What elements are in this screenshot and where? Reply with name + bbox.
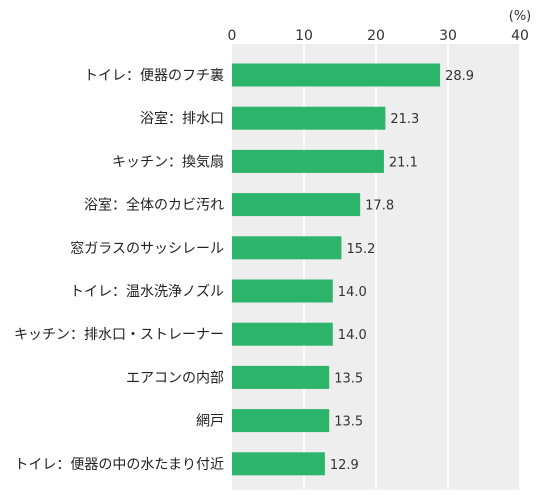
bar	[232, 452, 325, 476]
bar	[232, 236, 342, 260]
labels: 0 10 20 30 40 (%) トイレ：便器のフチ裏 28.9 浴室：排水口 21.3 キッチン…	[14, 9, 531, 473]
x-tick-label: 10	[295, 28, 313, 44]
bar	[232, 365, 330, 389]
category-label: 網戸	[196, 414, 224, 430]
value-label: 21.1	[389, 155, 418, 170]
category-label: エアコンの内部	[126, 370, 224, 386]
value-label: 14.0	[338, 285, 367, 300]
bar	[232, 193, 361, 217]
category-label: トイレ：温水洗浄ノズル	[70, 284, 224, 300]
x-tick-label: 20	[367, 28, 385, 44]
category-label: キッチン：換気扇	[112, 154, 224, 170]
value-label: 12.9	[330, 458, 359, 473]
category-label: キッチン：排水口・ストレーナー	[14, 327, 224, 343]
category-label: 窓ガラスのサッシレール	[70, 240, 224, 257]
bar	[232, 322, 333, 346]
unit-label: (%)	[509, 9, 532, 24]
value-label: 17.8	[365, 199, 394, 214]
bar	[232, 106, 386, 130]
bar	[232, 409, 330, 433]
bar	[232, 279, 333, 303]
bars	[232, 63, 441, 476]
value-label: 13.5	[334, 415, 363, 430]
value-label: 13.5	[334, 371, 363, 386]
x-tick-label: 40	[511, 28, 529, 44]
value-label: 28.9	[445, 69, 474, 84]
bar	[232, 63, 441, 87]
x-tick-label: 30	[439, 28, 457, 44]
category-label: 浴室：全体のカビ汚れ	[84, 197, 224, 214]
x-tick-label: 0	[228, 28, 237, 44]
category-label: 浴室：排水口	[140, 110, 224, 127]
value-label: 15.2	[346, 242, 375, 257]
category-label: トイレ：便器の中の水たまり付近	[14, 457, 224, 473]
value-label: 21.3	[390, 112, 419, 127]
bar	[232, 149, 384, 173]
value-label: 14.0	[338, 328, 367, 343]
category-label: トイレ：便器のフチ裏	[84, 67, 224, 84]
